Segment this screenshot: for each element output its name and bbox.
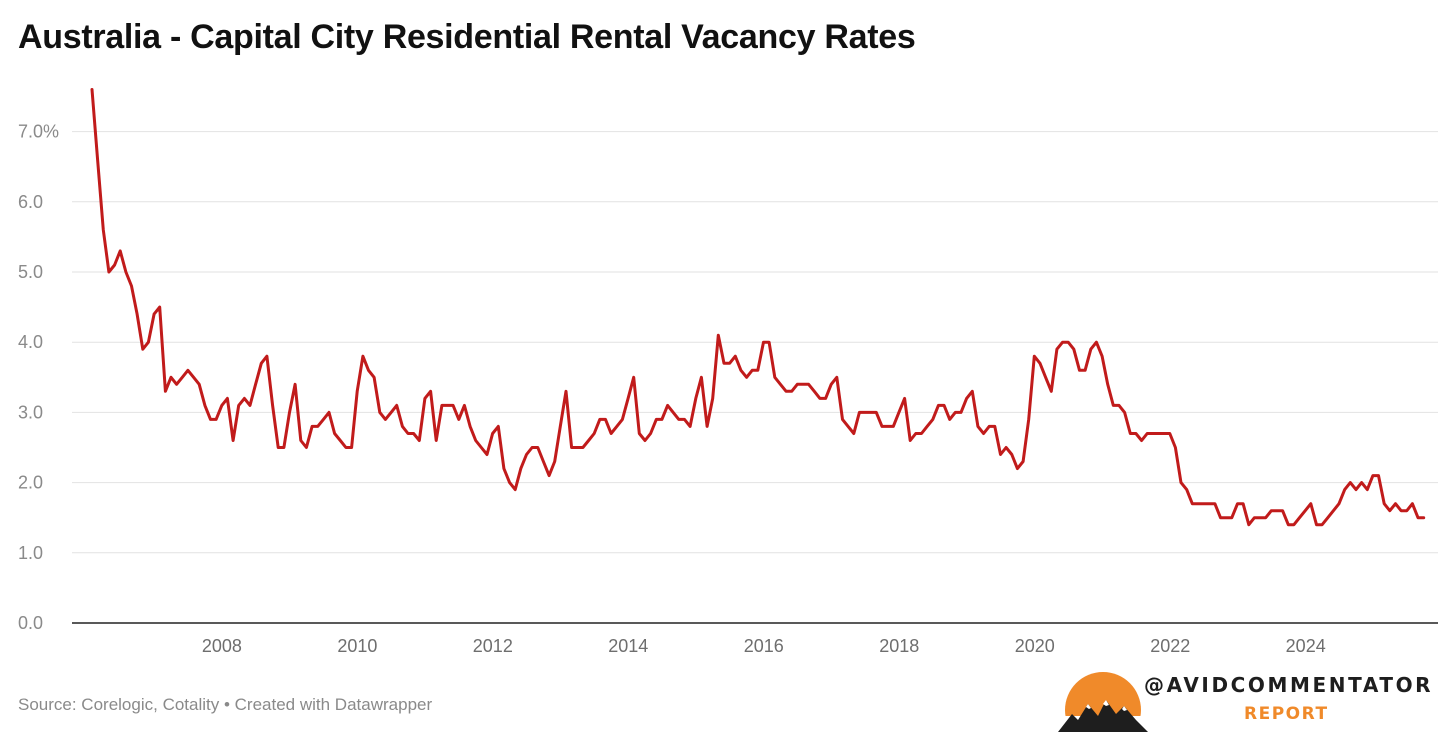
y-tick-label: 0.0 — [18, 613, 43, 633]
x-tick-label: 2012 — [473, 636, 513, 656]
chart-area: 0.01.02.03.04.05.06.07.0% 2008 2010 2012 20… — [18, 88, 1438, 656]
logo-handle: @AVIDCOMMENTATOR — [1144, 673, 1434, 697]
x-tick-label: 2022 — [1150, 636, 1190, 656]
gridlines — [72, 131, 1438, 624]
chart-title: Australia - Capital City Residential Ren… — [18, 18, 916, 56]
y-tick-label: 6.0 — [18, 192, 43, 212]
y-tick-label: 3.0 — [18, 402, 43, 422]
brand-logo: @AVIDCOMMENTATOR REPORT — [1058, 670, 1448, 732]
x-tick-label: 2010 — [337, 636, 377, 656]
x-tick-label: 2024 — [1286, 636, 1326, 656]
x-axis-ticks: 2008 2010 2012 2014 2016 2018 2020 2022 2024 — [202, 636, 1326, 656]
y-tick-label: 4.0 — [18, 332, 43, 352]
mountain-sun-icon — [1058, 672, 1148, 732]
y-tick-label: 1.0 — [18, 543, 43, 563]
y-tick-label: 7.0% — [18, 122, 59, 142]
series-line — [90, 88, 1426, 527]
x-tick-label: 2014 — [608, 636, 648, 656]
logo-brand: REPORT — [1244, 704, 1329, 724]
y-tick-label: 2.0 — [18, 473, 43, 493]
x-tick-label: 2016 — [744, 636, 784, 656]
y-axis-ticks: 0.0 1.0 2.0 3.0 4.0 5.0 6.0 7.0% — [18, 122, 59, 633]
source-note: Source: Corelogic, Cotality • Created wi… — [18, 695, 433, 714]
y-tick-label: 5.0 — [18, 262, 43, 282]
x-tick-label: 2020 — [1015, 636, 1055, 656]
x-tick-label: 2008 — [202, 636, 242, 656]
series-layer — [90, 88, 1426, 527]
x-tick-label: 2018 — [879, 636, 919, 656]
